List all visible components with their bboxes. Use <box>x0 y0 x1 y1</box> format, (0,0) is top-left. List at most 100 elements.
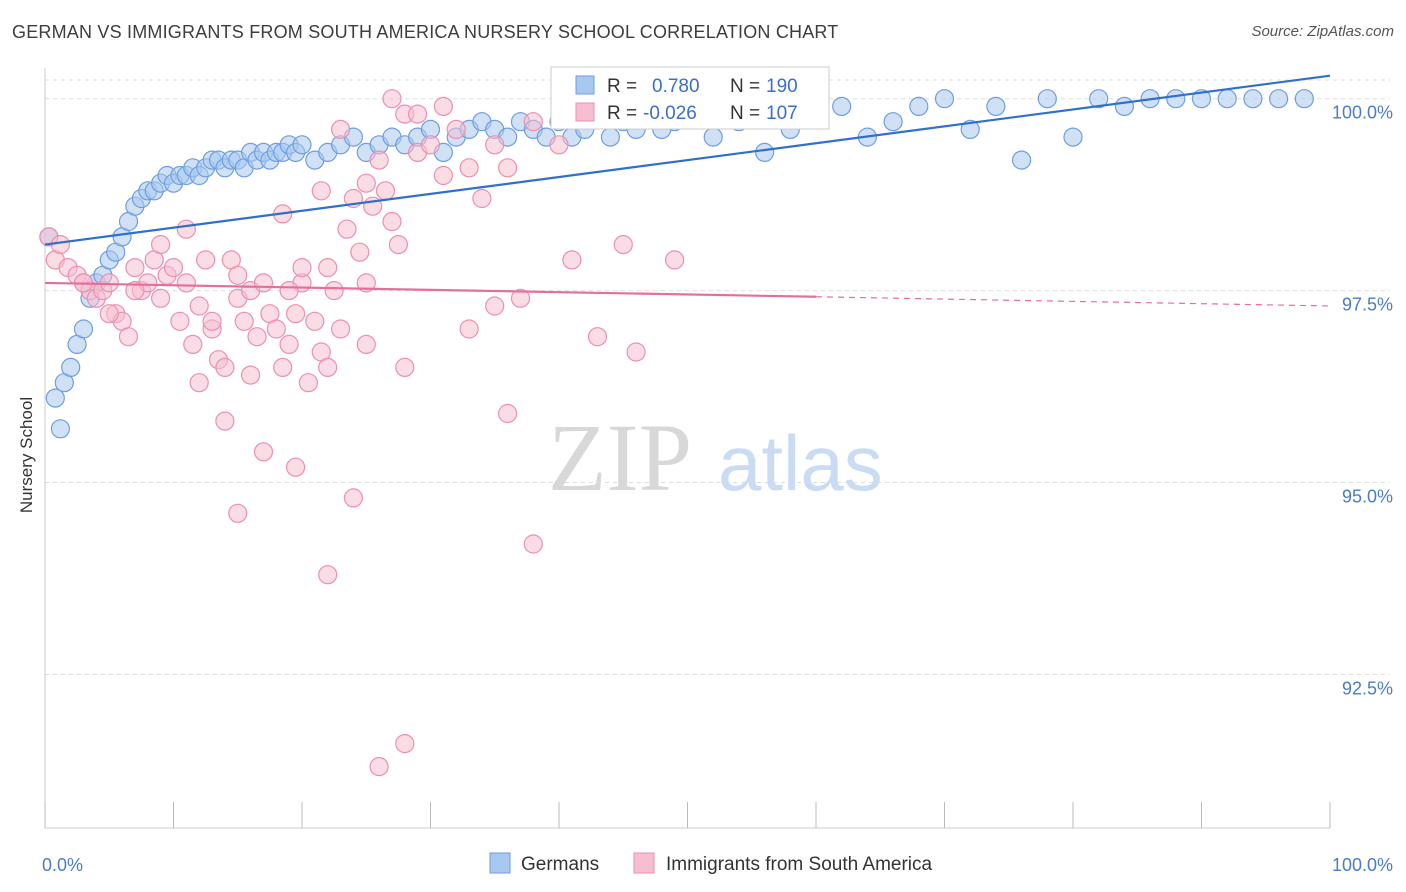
pts-blue-point <box>292 135 312 155</box>
pts-blue-point <box>1294 89 1314 109</box>
pts-pink-point <box>433 96 453 117</box>
pts-pink-point <box>125 258 145 278</box>
pts-blue-point <box>600 127 621 147</box>
watermark-atlas: atlas <box>718 419 883 507</box>
y-axis-title: Nursery School <box>17 397 36 513</box>
pts-pink-point <box>286 457 306 477</box>
pts-pink-point <box>266 319 286 339</box>
trend-line-immigrants-extension <box>815 296 1331 307</box>
pts-pink-point <box>279 334 299 354</box>
pts-pink-point <box>331 319 351 339</box>
watermark: ZIP atlas <box>548 404 883 511</box>
pts-pink-point <box>273 357 293 377</box>
y-tick-labels: 92.5% 95.0% 97.5% 100.0% <box>1332 103 1393 699</box>
pts-pink-point <box>189 296 209 316</box>
pts-blue-point <box>1011 150 1032 170</box>
stats-n-value-2: 107 <box>766 103 798 124</box>
pts-blue-point <box>1089 89 1109 109</box>
pts-pink-point <box>382 89 402 109</box>
y-tick-label-1: 95.0% <box>1342 487 1393 507</box>
stats-r-label-2: R = <box>607 103 637 124</box>
pts-pink-point <box>459 158 479 178</box>
pts-pink-point <box>626 342 646 362</box>
pts-pink-point <box>523 112 543 132</box>
series-immigrants <box>39 89 749 777</box>
pts-pink-point <box>523 534 543 554</box>
pts-pink-point <box>318 357 338 377</box>
y-tick-label-0: 92.5% <box>1342 678 1393 698</box>
pts-pink-point <box>510 288 531 308</box>
pts-pink-point <box>247 327 267 347</box>
pts-blue-point <box>1114 96 1135 117</box>
pts-pink-point <box>215 357 235 377</box>
pts-pink-point <box>324 281 344 301</box>
pts-blue-point <box>1037 89 1057 109</box>
stats-n-value-1: 190 <box>766 76 798 97</box>
x-tick-labels: 0.0% 100.0% <box>42 855 1393 875</box>
pts-pink-point <box>356 173 376 193</box>
trend-lines <box>44 74 1331 307</box>
pts-pink-point <box>215 411 235 431</box>
pts-pink-point <box>613 235 633 255</box>
stats-r-value-2: -0.026 <box>643 103 697 124</box>
pts-pink-point <box>318 258 338 278</box>
pts-pink-point <box>202 311 222 331</box>
pts-blue-point <box>960 119 980 139</box>
pts-pink-point <box>151 288 171 308</box>
pts-pink-point <box>241 365 261 385</box>
pts-pink-point <box>472 188 492 209</box>
pts-pink-point <box>176 273 196 293</box>
x-tick-label-0: 0.0% <box>42 855 83 875</box>
pts-pink-point <box>118 327 139 347</box>
pts-pink-point <box>395 733 415 754</box>
pts-pink-point <box>498 403 518 424</box>
pts-blue-point <box>934 89 955 109</box>
pts-pink-point <box>234 311 254 331</box>
legend-label-germans: Germans <box>521 854 599 875</box>
pts-pink-point <box>498 158 518 178</box>
pts-pink-point <box>279 281 299 301</box>
pts-blue-point <box>1268 89 1289 109</box>
x-tick-label-1: 100.0% <box>1332 855 1393 875</box>
pts-pink-point <box>388 235 408 255</box>
pts-blue-point <box>832 96 852 117</box>
pts-blue-point <box>754 142 775 162</box>
pts-pink-point <box>196 250 216 270</box>
pts-pink-point <box>253 273 274 293</box>
pts-blue-point <box>61 357 81 377</box>
axes <box>44 68 1331 829</box>
stats-n-label-2: N = <box>730 103 760 124</box>
pts-pink-point <box>331 119 351 139</box>
pts-pink-point <box>50 235 71 255</box>
stats-r-label-1: R = <box>607 76 637 97</box>
trend-line-immigrants <box>44 281 817 298</box>
pts-pink-point <box>305 311 325 331</box>
pts-pink-point <box>176 219 196 239</box>
pts-pink-point <box>446 119 466 139</box>
pts-pink-point <box>183 334 203 354</box>
legend-swatch-immigrants <box>633 852 655 874</box>
pts-pink-point <box>253 442 274 462</box>
source-label: Source: ZipAtlas.com <box>1251 23 1394 40</box>
pts-pink-point <box>459 319 479 339</box>
pts-pink-point <box>163 258 184 278</box>
stats-box: R = 0.780 N = 190 R = -0.026 N = 107 <box>550 66 830 130</box>
legend: Germans Immigrants from South America <box>489 852 933 875</box>
pts-pink-point <box>485 135 505 155</box>
pts-pink-point <box>337 219 357 239</box>
legend-label-immigrants: Immigrants from South America <box>666 854 933 875</box>
pts-pink-point <box>395 357 415 377</box>
pts-pink-point <box>125 281 145 301</box>
pts-pink-point <box>562 250 582 270</box>
pts-pink-point <box>587 327 608 347</box>
pts-pink-point <box>286 304 306 324</box>
pts-blue-point <box>1166 89 1186 109</box>
legend-swatch-germans <box>489 852 511 874</box>
pts-pink-point <box>485 296 505 316</box>
pts-blue-point <box>1063 127 1083 147</box>
stats-r-value-1: 0.780 <box>652 76 700 97</box>
pts-pink-point <box>298 373 318 393</box>
pts-pink-point <box>420 135 441 155</box>
watermark-zip: ZIP <box>548 404 692 511</box>
pts-pink-point <box>408 104 428 124</box>
